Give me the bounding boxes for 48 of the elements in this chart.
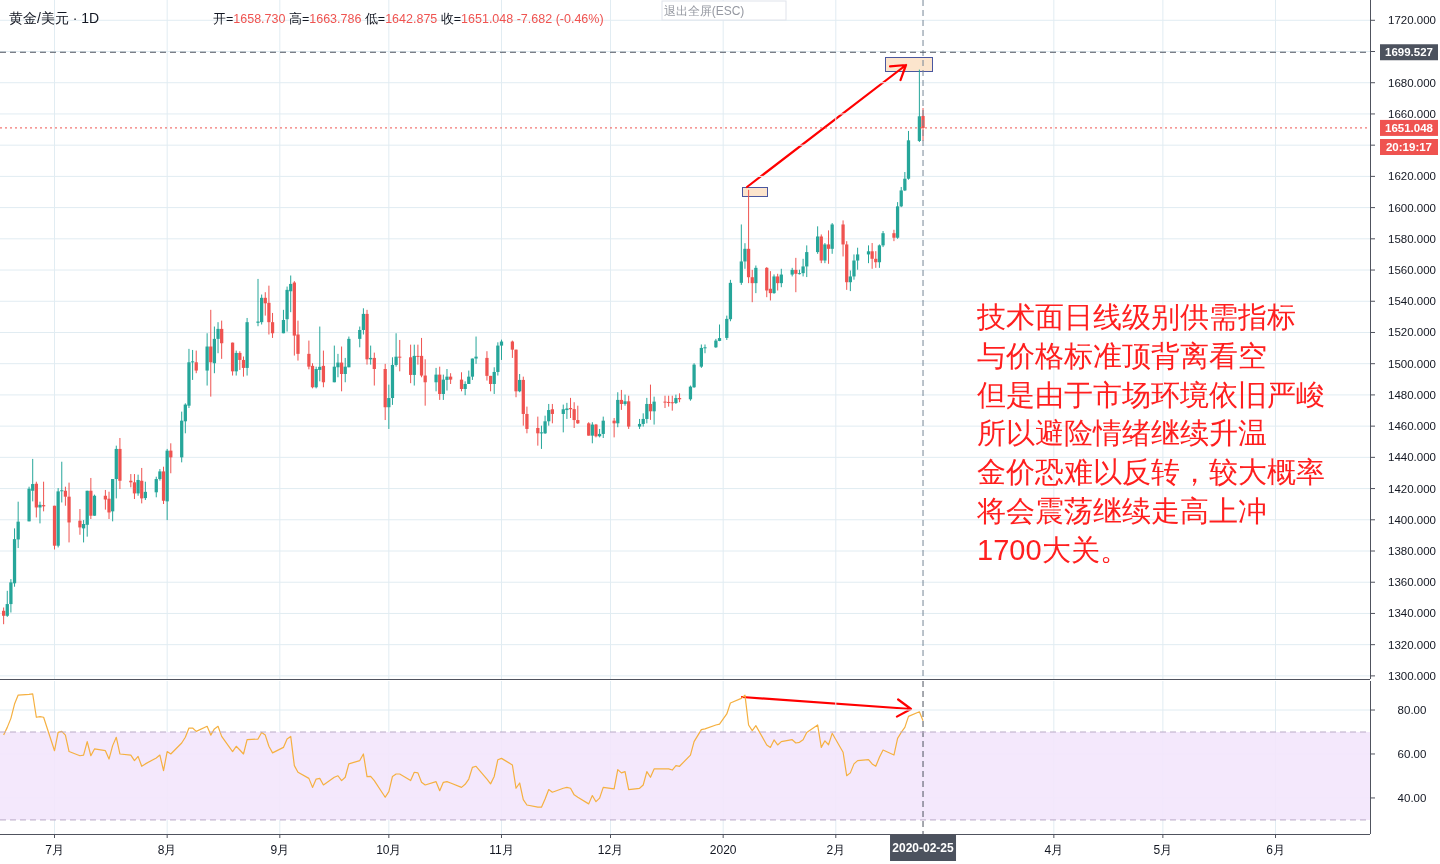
x-tick-label: 8月 <box>157 843 177 857</box>
text: 黄金/美元 · 1D <box>9 10 100 26</box>
x-tick-label: 9月 <box>270 843 290 857</box>
y-tick-label: 1420.000 <box>1388 482 1436 495</box>
y-tick-label: 1320.000 <box>1388 638 1436 651</box>
y-tick-label: 1300.000 <box>1388 669 1436 682</box>
y-tick-label: 1340.000 <box>1388 607 1436 620</box>
x-tick-label: 2月 <box>826 843 846 857</box>
x-tick-label: 6月 <box>1266 843 1285 857</box>
annotation: 退出全屏(ESC) <box>663 4 745 18</box>
y-tick-label: 1520.000 <box>1388 326 1436 339</box>
y-tick-label: 1360.000 <box>1388 576 1436 589</box>
y-tick-label: 1720.000 <box>1388 14 1436 27</box>
ref-line-label: 1651.048 <box>1385 121 1434 134</box>
y-tick-label: 1540.000 <box>1388 295 1436 308</box>
annotation: 与价格标准顶背离看空 <box>977 339 1267 372</box>
y-tick-label: 1500.000 <box>1388 357 1436 370</box>
y-tick-label: 1400.000 <box>1388 513 1436 526</box>
y-tick-label: 1440.000 <box>1388 451 1436 464</box>
y-tick-label: 1460.000 <box>1388 420 1436 433</box>
y-tick-label: 1680.000 <box>1388 76 1436 89</box>
x-tick-label: 10月 <box>376 843 402 857</box>
y-tick-label: 80.00 <box>1397 704 1427 717</box>
y-tick-label: 1660.000 <box>1388 107 1436 120</box>
y-tick-label: 1380.000 <box>1388 545 1436 557</box>
x-tick-label: 2020 <box>709 843 737 857</box>
y-tick-label: 40.00 <box>1397 791 1427 804</box>
annotation: 将会震荡继续走高上冲 <box>976 495 1267 527</box>
x-tick-label: 5月 <box>1153 843 1173 857</box>
y-tick-label: 1600.000 <box>1388 201 1436 214</box>
y-tick-label: 1480.000 <box>1388 388 1436 401</box>
y-tick-label: 1620.000 <box>1388 170 1436 183</box>
annotation: 1700大关。 <box>977 533 1129 566</box>
y-tick-label: 60.00 <box>1397 747 1427 760</box>
text: 开=1658.730 高=1663.786 低=1642.875 收=1651.048 -7.682 (-0.46%) <box>213 12 604 26</box>
annotation: 所以避险情绪继续升温 <box>977 417 1267 450</box>
x-tick-label: 7月 <box>45 843 64 857</box>
ref-line-label: 2020-02-25 <box>892 841 955 855</box>
y-tick-label: 1560.000 <box>1388 264 1436 277</box>
text: 20:19:17 <box>1385 141 1433 153</box>
ref-line-label: 1699.527 <box>1385 46 1433 59</box>
annotation: 但是由于市场环境依旧严峻 <box>977 378 1325 411</box>
x-tick-label: 11月 <box>489 843 514 857</box>
annotation: 金价恐难以反转，较大概率 <box>977 456 1325 489</box>
x-tick-label: 4月 <box>1044 843 1064 857</box>
y-tick-label: 1580.000 <box>1388 232 1436 245</box>
x-tick-label: 12月 <box>597 843 624 857</box>
annotation: 技术面日线级别供需指标 <box>976 301 1296 333</box>
